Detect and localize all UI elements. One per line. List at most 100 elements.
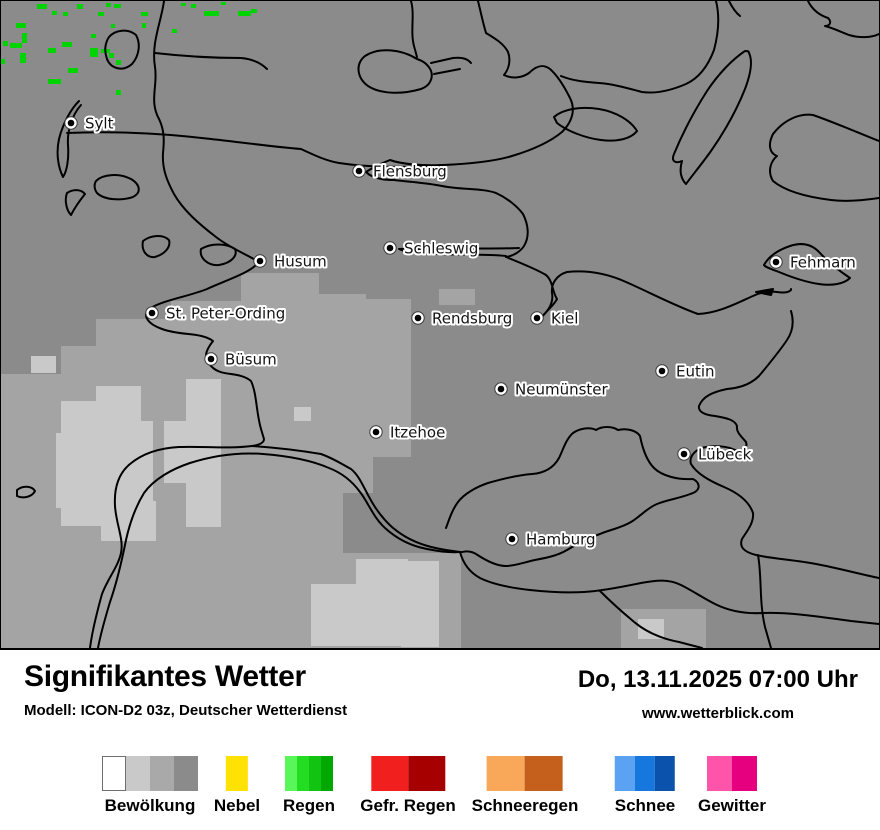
city-marker-neum-nster: Neumünster [494,379,611,401]
legend-swatches [472,756,579,791]
cloud-patch-light [401,561,439,647]
fjord-flensburg [365,159,529,258]
rain-cell [16,23,26,28]
legend-color-cell [321,756,333,791]
island-als [357,49,433,94]
legend-color-cell [126,756,150,791]
rain-cell [1,59,5,64]
cloud-patch-light [31,356,56,373]
legend-item-schnee: Schnee [615,756,675,816]
rain-cell [109,53,114,58]
rain-cell [204,11,219,16]
border-mecklenburg [757,554,772,648]
legend-label: Nebel [213,796,261,815]
coastline-top-small [728,1,741,17]
website-url: www.wetterblick.com [642,705,794,722]
cloud-patch-medium [439,289,475,305]
legend-color-cell [370,756,408,791]
rain-cell [68,68,78,73]
river-elbe-south-bank [97,452,461,648]
island-helgoland [16,485,36,499]
rain-cell [22,33,27,43]
inlet-schlei [398,247,520,257]
coastline-baltic-south [689,310,879,579]
legend-swatches [360,756,455,791]
forecast-datetime: Do, 13.11.2025 07:00 Uhr [577,666,858,693]
legend-color-cell [174,756,198,791]
city-label: Itzehoe [390,424,445,442]
border-line-north [66,131,444,168]
legend-item-nebel: Nebel [214,756,260,816]
legend-swatches [283,756,335,791]
city-marker-itzehoe: Itzehoe [369,422,447,444]
city-marker-flensburg: Flensburg [352,161,449,183]
island-roemoe [104,29,140,70]
city-dot [533,314,541,322]
cloud-patch-light [294,407,311,421]
city-marker-st-peter-ording: St. Peter-Ording [145,303,287,325]
map-footer: Signifikantes Wetter Modell: ICON-D2 03z… [0,650,880,830]
island-fehmarn [763,243,851,286]
rain-cell [90,48,98,57]
island-lolland-tip [768,113,879,202]
island-amrum [64,189,86,216]
city-marker-eutin: Eutin [655,361,717,383]
rain-cell [20,53,26,63]
city-marker-b-sum: Büsum [204,349,279,371]
city-dot [680,450,688,458]
coastline-denmark-east [442,1,574,166]
rain-cell [62,42,72,47]
page-title: Signifikantes Wetter [24,660,306,693]
strait-line-1 [430,56,472,64]
legend-swatches [698,756,766,791]
river-elbe-north-bank [251,445,461,553]
city-dot [372,428,380,436]
city-dot [355,167,363,175]
rain-cell [3,41,8,46]
legend-color-cell [150,756,174,791]
cloud-patch-medium [131,561,263,648]
legend-color-cell [102,756,126,791]
rain-cell [142,23,146,28]
legend-color-cell [285,756,297,791]
legend-item-gefr-regen: Gefr. Regen [360,756,456,816]
legend-color-cell [486,756,525,791]
city-marker-schleswig: Schleswig [383,238,480,260]
legend-swatches [614,756,675,791]
rain-cell [77,4,83,9]
cloud-patch-medium [356,299,411,457]
rain-cell [251,9,257,13]
fehmarn-sound-notch [755,288,774,296]
city-label: Eutin [676,363,715,381]
legend: Bewölkung Nebel Regen Gefr. Regen Schneerege… [0,650,880,830]
rain-cell [221,2,226,5]
rain-cell [191,4,196,8]
rain-cell [10,43,22,48]
city-dot [658,367,666,375]
city-label: Rendsburg [432,310,512,328]
city-marker-husum: Husum [253,251,329,273]
city-dot [772,258,780,266]
cloud-patch-medium [241,273,319,303]
cloud-patch-light [164,421,194,483]
legend-color-cell [407,756,445,791]
rain-cell [63,12,68,16]
coastline-denmark-top [410,1,418,58]
cloud-patch-light [96,386,141,424]
city-marker-fehmarn: Fehmarn [769,252,858,274]
legend-color-cell [707,756,732,791]
legend-color-cell [634,756,655,791]
city-label: Husum [274,253,327,271]
island-langeland [672,50,753,185]
rain-cell [111,24,115,28]
city-dot [207,355,215,363]
border-hamburg [445,426,700,567]
island-nordstrand [199,243,237,267]
weather-map: Sylt Flensburg Husum Schleswig St. Peter-Ord… [0,0,880,650]
legend-label: Gewitter [697,796,767,815]
legend-item-regen: Regen [283,756,335,816]
city-label: Büsum [225,351,277,369]
island-sylt [56,100,82,178]
city-dot [148,309,156,317]
